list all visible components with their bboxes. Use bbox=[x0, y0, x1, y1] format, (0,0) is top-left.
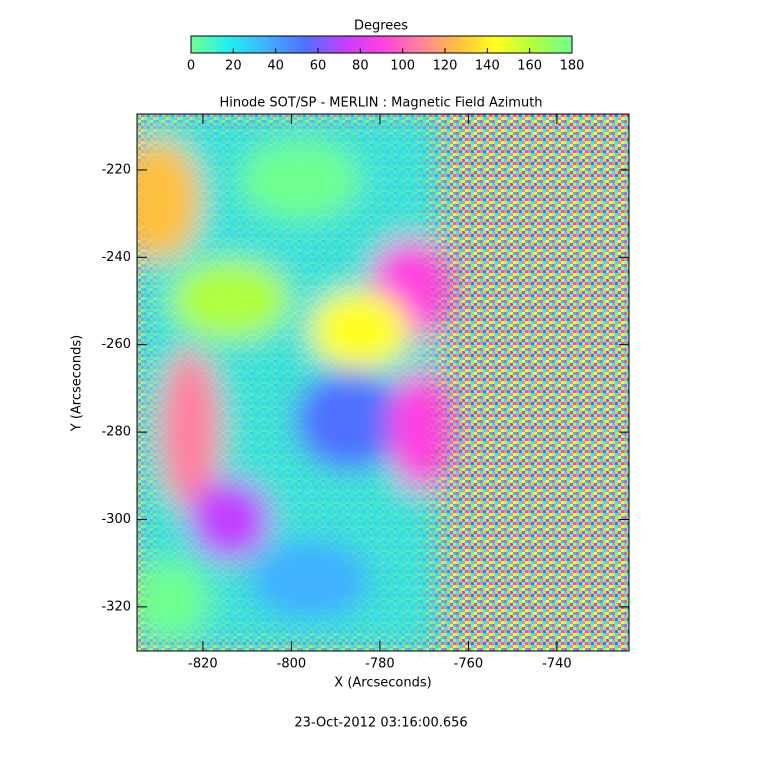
colorbar-tick-label: 180 bbox=[560, 59, 585, 74]
colorbar-tick-label: 0 bbox=[187, 59, 195, 74]
y-tick-label: -280 bbox=[101, 425, 131, 440]
y-tick-label: -260 bbox=[101, 337, 131, 352]
x-tick-label: -820 bbox=[188, 657, 218, 672]
colorbar-tick-label: 160 bbox=[517, 59, 542, 74]
y-axis-label: Y (Arcseconds) bbox=[70, 335, 85, 432]
colorbar-title: Degrees bbox=[354, 19, 408, 34]
x-tick-label: -740 bbox=[542, 657, 572, 672]
colorbar-tick-label: 40 bbox=[267, 59, 284, 74]
colorbar-tick-label: 120 bbox=[433, 59, 458, 74]
x-tick-label: -760 bbox=[454, 657, 484, 672]
y-tick-label: -220 bbox=[101, 162, 131, 177]
colorbar bbox=[190, 35, 573, 54]
colorbar-tick-label: 80 bbox=[352, 59, 369, 74]
y-tick-label: -300 bbox=[101, 512, 131, 527]
colorbar-tick-label: 140 bbox=[475, 59, 500, 74]
colorbar-tick-label: 100 bbox=[390, 59, 415, 74]
x-tick-label: -800 bbox=[277, 657, 307, 672]
colorbar-tick-label: 20 bbox=[225, 59, 242, 74]
image-structure bbox=[137, 114, 450, 651]
x-tick-label: -780 bbox=[365, 657, 395, 672]
footer-date: 23-Oct-2012 03:16:00.656 bbox=[294, 716, 467, 731]
y-tick-label: -320 bbox=[101, 599, 131, 614]
x-axis-label: X (Arcseconds) bbox=[334, 676, 431, 691]
y-tick-label: -240 bbox=[101, 250, 131, 265]
image-layer bbox=[137, 114, 629, 651]
chart-title: Hinode SOT/SP - MERLIN : Magnetic Field … bbox=[219, 96, 542, 111]
plot-frame bbox=[136, 113, 630, 652]
colorbar-tick-label: 60 bbox=[310, 59, 327, 74]
